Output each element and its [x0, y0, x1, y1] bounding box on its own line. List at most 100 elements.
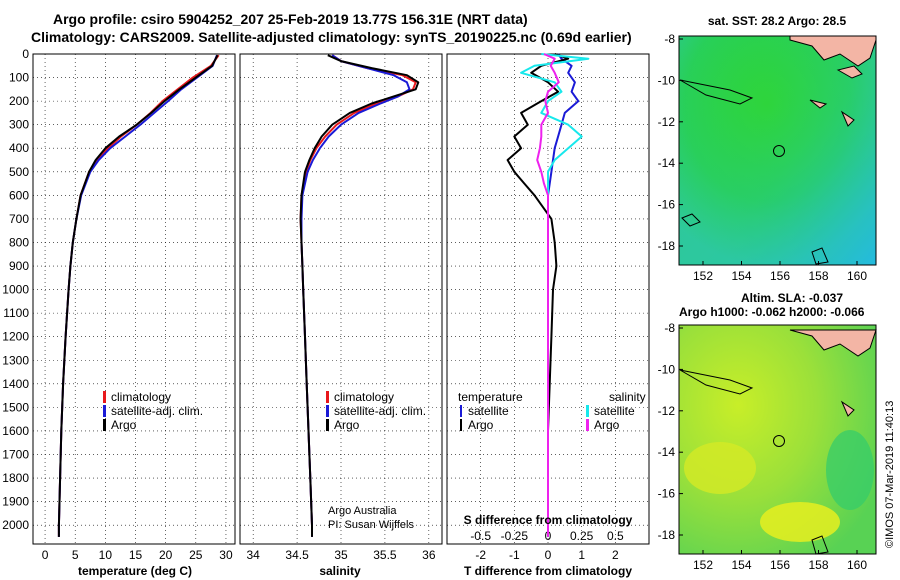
- depth-tick-label: 800: [9, 235, 29, 249]
- land-new-britain: [789, 329, 877, 357]
- depth-tick-label: 1000: [2, 283, 29, 297]
- depth-tick-label: 200: [9, 94, 29, 108]
- legend-swatch-s-satellite: [586, 405, 589, 417]
- sst-map-frame: [678, 35, 877, 266]
- legend-label-s-argo: Argo: [594, 418, 620, 432]
- depth-tick-label: 100: [9, 71, 29, 85]
- temperature-x-axis: 0 5 10 15 20 25 30: [42, 548, 233, 562]
- map-lon-label: 156: [770, 269, 790, 283]
- series-line-argo: [57, 54, 219, 537]
- map-lon-label: 154: [731, 558, 751, 572]
- map-lon-label: 158: [808, 269, 828, 283]
- x-tick-label: -2: [475, 548, 486, 562]
- map-lat-label: -8: [664, 32, 675, 46]
- legend-swatch-t-argo: [460, 419, 462, 431]
- sla-map-axes: -8 -10 -12 -14 -16 -18 152 154 156 158 160: [658, 321, 868, 572]
- depth-tick-label: 1500: [2, 400, 29, 414]
- sst-map-title: sat. SST: 28.2 Argo: 28.5: [708, 14, 847, 28]
- coastline-contour: [679, 79, 754, 105]
- legend-label-t-satellite: satellite: [468, 404, 509, 418]
- legend-label-satellite: satellite-adj. clim.: [334, 404, 426, 418]
- salinity-legend: climatology satellite-adj. clim. Argo Ar…: [326, 390, 426, 531]
- x-tick-label: 20: [159, 548, 173, 562]
- map-lon-label: 160: [847, 558, 867, 572]
- legend-swatch-climatology: [103, 391, 106, 403]
- temperature-panel: [32, 53, 236, 545]
- depth-tick-label: 700: [9, 212, 29, 226]
- sla-map-frame: [678, 324, 877, 555]
- t-difference-axis-label: T difference from climatology: [464, 564, 632, 578]
- sla-map-title-1: Altim. SLA: -0.037: [741, 291, 843, 305]
- legend-title-salinity: salinity: [609, 390, 646, 404]
- depth-tick-label: 1200: [2, 330, 29, 344]
- x-tick-label: 15: [129, 548, 143, 562]
- temperature-series: [57, 54, 220, 537]
- s-diff-tick-label: -0.5: [470, 529, 491, 543]
- legend-swatch-s-argo: [586, 419, 589, 431]
- legend-swatch-satellite: [326, 405, 329, 417]
- x-tick-label: 0: [42, 548, 49, 562]
- reef-contour: [811, 247, 829, 265]
- title-line-2: Climatology: CARS2009. Satellite-adjuste…: [31, 29, 632, 45]
- sla-high-anomaly: [684, 442, 756, 494]
- legend-swatch-t-satellite: [460, 405, 462, 417]
- sla-map: [678, 324, 877, 555]
- x-tick-label: 0: [545, 548, 552, 562]
- s-difference-axis-label: S difference from climatology: [464, 513, 633, 527]
- map-lat-label: -14: [658, 445, 676, 459]
- legend-swatch-climatology: [326, 391, 329, 403]
- land-island: [840, 400, 855, 417]
- title-line-1: Argo profile: csiro 5904252_207 25-Feb-2…: [53, 11, 528, 27]
- x-tick-label: 5: [72, 548, 79, 562]
- depth-tick-label: 1700: [2, 447, 29, 461]
- legend-label-argo: Argo: [111, 418, 137, 432]
- x-tick-label: 34.5: [285, 548, 309, 562]
- sla-map-title-2: Argo h1000: -0.062 h2000: -0.066: [679, 305, 865, 319]
- series-line-salinity-argo: [536, 53, 560, 537]
- depth-tick-label: 500: [9, 165, 29, 179]
- sla-high-anomaly: [760, 502, 840, 542]
- depth-tick-label: 300: [9, 118, 29, 132]
- legend-label-argo: Argo: [334, 418, 360, 432]
- depth-tick-label: 400: [9, 141, 29, 155]
- map-lon-label: 152: [693, 269, 713, 283]
- depth-tick-label: 1900: [2, 495, 29, 509]
- x-tick-label: 30: [219, 548, 233, 562]
- depth-tick-label: 1800: [2, 471, 29, 485]
- legend-swatch-argo: [326, 419, 329, 431]
- depth-tick-label: 1300: [2, 353, 29, 367]
- legend-label-t-argo: Argo: [468, 418, 494, 432]
- legend-label-climatology: climatology: [111, 390, 171, 404]
- reef-contour: [681, 213, 701, 227]
- map-lon-label: 158: [808, 558, 828, 572]
- s-diff-tick-label: -0.25: [501, 529, 529, 543]
- credit-argo-australia: Argo Australia: [328, 505, 397, 517]
- map-lat-label: -10: [658, 73, 676, 87]
- salinity-x-axis: 34 34.5 35 35.5 36: [246, 548, 435, 562]
- x-tick-label: 2: [612, 548, 619, 562]
- legend-swatch-argo: [103, 419, 106, 431]
- float-position-marker: [773, 435, 785, 447]
- land-island: [840, 110, 855, 127]
- land-island: [836, 65, 863, 79]
- x-tick-label: -1: [509, 548, 520, 562]
- imos-watermark: ©IMOS 07-Mar-2019 11:40:13: [884, 401, 896, 548]
- map-lon-label: 156: [770, 558, 790, 572]
- x-tick-label: 25: [189, 548, 203, 562]
- salinity-series: [299, 54, 420, 537]
- map-lat-label: -12: [658, 115, 676, 129]
- legend-label-climatology: climatology: [334, 390, 394, 404]
- map-lat-label: -18: [658, 239, 676, 253]
- depth-tick-label: 600: [9, 188, 29, 202]
- depth-tick-label: 1100: [3, 306, 29, 320]
- sla-low-anomaly: [826, 430, 874, 510]
- x-tick-label: 1: [578, 548, 585, 562]
- float-position-marker: [773, 145, 785, 157]
- sst-map: [678, 35, 877, 266]
- land-island: [809, 99, 828, 109]
- coastline-contour: [679, 369, 754, 395]
- sst-map-axes: -8 -10 -12 -14 -16 -18 152 154 156 158 160: [658, 32, 868, 283]
- t-difference-x-axis: -2 -1 0 1 2: [475, 548, 619, 562]
- x-tick-label: 10: [99, 548, 113, 562]
- sst-gradient: [679, 36, 876, 265]
